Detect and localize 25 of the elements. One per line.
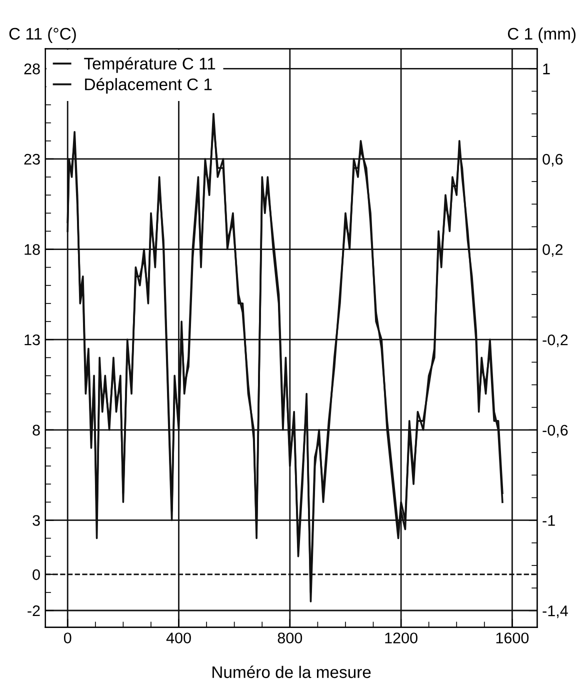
x-axis-title: Numéro de la mesure — [212, 666, 371, 678]
y-tick-label: 28 — [24, 64, 40, 74]
y-tick-label: 3 — [32, 515, 40, 526]
y-tick-label: 0 — [32, 569, 40, 580]
x-tick-label: 0 — [64, 632, 72, 644]
y-tick-label: 18 — [24, 244, 40, 255]
y2-tick-label: -1 — [542, 515, 555, 526]
legend-label: Déplacement C 1 — [85, 78, 212, 94]
y-tick-label: 13 — [24, 334, 40, 346]
y2-tick-label: -0,2 — [542, 334, 568, 348]
y-tick-label: 23 — [24, 154, 40, 165]
y2-tick-label: 0,6 — [542, 154, 563, 166]
y-tick-label: 8 — [32, 424, 40, 436]
x-tick-label: 1200 — [385, 632, 418, 644]
x-tick-label: 400 — [166, 632, 191, 644]
y2-tick-label: -1,4 — [542, 606, 568, 618]
y2-axis-title: C 1 (mm) — [508, 27, 576, 43]
y2-tick-label: 0,2 — [542, 244, 563, 257]
y2-tick-label: 1 — [543, 64, 550, 74]
y-tick-label: -2 — [28, 605, 40, 616]
y2-tick-label: -0,6 — [542, 424, 568, 438]
y-axis-title: C 11 (°C) — [9, 27, 76, 43]
x-tick-label: 1600 — [496, 632, 529, 644]
legend-label: Température C 11 — [84, 57, 216, 73]
x-tick-label: 800 — [278, 632, 302, 644]
